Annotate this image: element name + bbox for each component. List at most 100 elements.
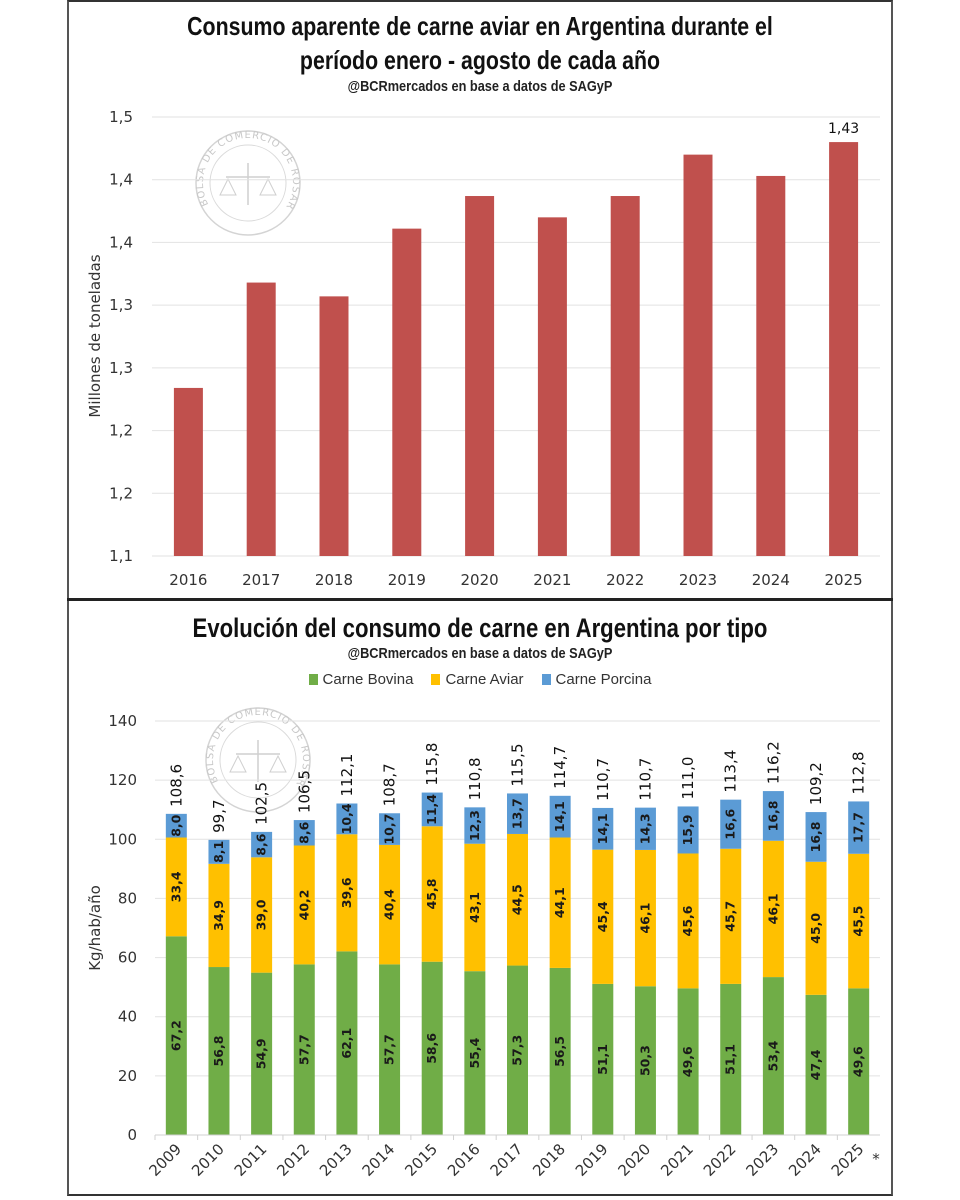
chart2-xtick-label: 2017 (487, 1140, 527, 1180)
chart2-segment-label: 14,3 (637, 813, 652, 844)
chart2-bar-carne-porcina-2025 (848, 801, 870, 854)
chart2-bar-carne-bovina-2025 (848, 988, 870, 1135)
chart2-bar-carne-aviar-2017 (507, 833, 528, 966)
chart2-xtick-label: 2015 (401, 1140, 441, 1180)
chart1-watermark-outer (195, 130, 301, 236)
chart2-total-label: 108,6 (167, 764, 185, 807)
chart2-xtick-label: 2025 (828, 1140, 868, 1180)
chart2-bar-carne-aviar-2016 (464, 843, 486, 972)
chart1-title-line2: período enero - agosto de cada año (299, 45, 661, 75)
chart1-bar-2018 (319, 296, 349, 556)
chart1-ytick-label: 1,2 (109, 422, 133, 440)
chart2-bar-carne-aviar-2025 (848, 853, 870, 989)
chart1-ytick-label: 1,3 (109, 359, 133, 377)
chart1-ytick-label: 1,4 (109, 171, 133, 189)
chart2-ytick-label: 120 (108, 771, 137, 789)
chart2-bar-carne-porcina-2024 (805, 812, 827, 862)
chart2-bar-carne-bovina-2011 (251, 972, 273, 1135)
chart2-bar-carne-bovina-2009 (165, 936, 187, 1135)
chart2-ylabel: Kg/hab/año (86, 885, 104, 971)
chart2-bar-carne-aviar-2019 (592, 849, 614, 984)
chart2-total-label: 110,8 (466, 757, 484, 800)
chart2-segment-label: 53,4 (765, 1040, 780, 1071)
legend-item-bovina: Carne Bovina (308, 671, 413, 688)
chart2-xtick-label: 2019 (572, 1140, 612, 1180)
chart2-total-label: 111,0 (679, 757, 697, 800)
chart2-total-label: 108,7 (381, 763, 399, 806)
chart2-bar-carne-bovina-2010 (208, 967, 230, 1135)
chart2-bar-carne-aviar-2013 (336, 834, 358, 952)
chart2-bar-carne-aviar-2011 (251, 857, 273, 973)
legend-swatch-porcina (541, 674, 551, 685)
chart2-ytick-label: 20 (118, 1067, 137, 1085)
chart1-xtick-label: 2020 (461, 571, 499, 589)
chart2-segment-label: 40,4 (382, 889, 397, 920)
chart1-xtick-label: 2025 (825, 571, 863, 589)
chart2-segment-label: 44,5 (510, 884, 525, 915)
chart2-ytick-label: 100 (108, 830, 137, 848)
chart2-watermark-outer (205, 707, 311, 813)
chart2-bar-carne-porcina-2021 (677, 806, 699, 854)
chart1-bar-2020 (465, 196, 495, 556)
chart2-segment-label: 8,0 (168, 814, 183, 836)
chart2-segment-label: 49,6 (851, 1046, 866, 1077)
chart2-bar-carne-bovina-2018 (549, 967, 571, 1135)
chart2-bar-carne-porcina-2019 (592, 807, 614, 850)
chart2-total-label: 115,8 (423, 743, 441, 786)
chart2-bar-carne-bovina-2017 (507, 965, 528, 1135)
chart1-bar-2017 (246, 282, 276, 556)
chart2-segment-label: 10,4 (339, 803, 354, 834)
chart2-xtick-label: 2024 (785, 1140, 825, 1180)
chart2-bar-carne-porcina-2012 (293, 820, 315, 846)
chart2-total-label: 112,1 (338, 754, 356, 797)
chart2-total-label: 99,7 (210, 799, 228, 832)
chart2-segment-label: 57,7 (382, 1034, 397, 1065)
chart2-total-label: 110,7 (636, 758, 654, 801)
chart2-segment-label: 14,1 (552, 801, 567, 832)
chart2-bar-carne-porcina-2020 (634, 807, 656, 850)
chart1-ytick-label: 1,1 (109, 547, 133, 565)
chart2-segment-label: 56,8 (211, 1036, 226, 1067)
chart2-bar-carne-aviar-2018 (549, 837, 571, 968)
chart2-ytick-label: 80 (118, 889, 137, 907)
chart2-segment-label: 51,1 (595, 1044, 610, 1075)
chart2-segment-label: 67,2 (168, 1020, 183, 1051)
chart2-segment-label: 16,8 (765, 801, 780, 832)
chart1-watermark-inner (209, 144, 287, 222)
chart2-bar-carne-bovina-2022 (720, 983, 742, 1135)
chart2-total-label: 113,4 (722, 750, 740, 793)
chart2-bar-carne-aviar-2009 (165, 837, 187, 937)
chart2-segment-label: 8,6 (296, 821, 311, 843)
chart2-xtick-label: 2012 (273, 1140, 313, 1180)
chart2-bar-carne-porcina-2018 (549, 795, 571, 838)
chart2-total-label: 106,5 (295, 770, 313, 813)
legend-swatch-aviar (431, 674, 441, 685)
chart1-ylabel: Millones de toneladas (86, 254, 104, 417)
chart-divider (67, 598, 893, 601)
chart1-bar-2019 (392, 228, 422, 557)
legend-swatch-bovina (308, 674, 318, 685)
chart2-bar-carne-porcina-2011 (251, 831, 273, 858)
chart2-footnote-marker: * (872, 1150, 880, 1168)
chart2-bar-carne-bovina-2012 (293, 964, 315, 1135)
chart2-bar-carne-aviar-2024 (805, 861, 827, 995)
chart2-bar-carne-bovina-2024 (805, 994, 827, 1135)
chart2-segment-label: 56,5 (552, 1036, 567, 1067)
chart2-bar-carne-aviar-2010 (208, 863, 230, 968)
chart2-bar-carne-aviar-2012 (293, 845, 315, 965)
chart2-segment-label: 16,8 (808, 821, 823, 852)
chart1-xtick-label: 2016 (169, 571, 207, 589)
chart2-total-label: 116,2 (764, 741, 782, 784)
chart2-segment-label: 51,1 (723, 1044, 738, 1075)
chart2-segment-label: 57,7 (296, 1034, 311, 1065)
chart1-xtick-label: 2024 (752, 571, 790, 589)
chart2-xtick-label: 2021 (657, 1140, 697, 1180)
chart2-bar-carne-porcina-2015 (421, 792, 443, 827)
chart1-xtick-label: 2022 (606, 571, 644, 589)
chart1-xtick-label: 2021 (533, 571, 571, 589)
chart1-xtick-label: 2018 (315, 571, 353, 589)
chart2-segment-label: 45,8 (424, 879, 439, 910)
legend-label-aviar: Carne Aviar (445, 671, 524, 688)
chart1-bar-2022 (610, 196, 640, 556)
chart1-xtick-label: 2023 (679, 571, 717, 589)
